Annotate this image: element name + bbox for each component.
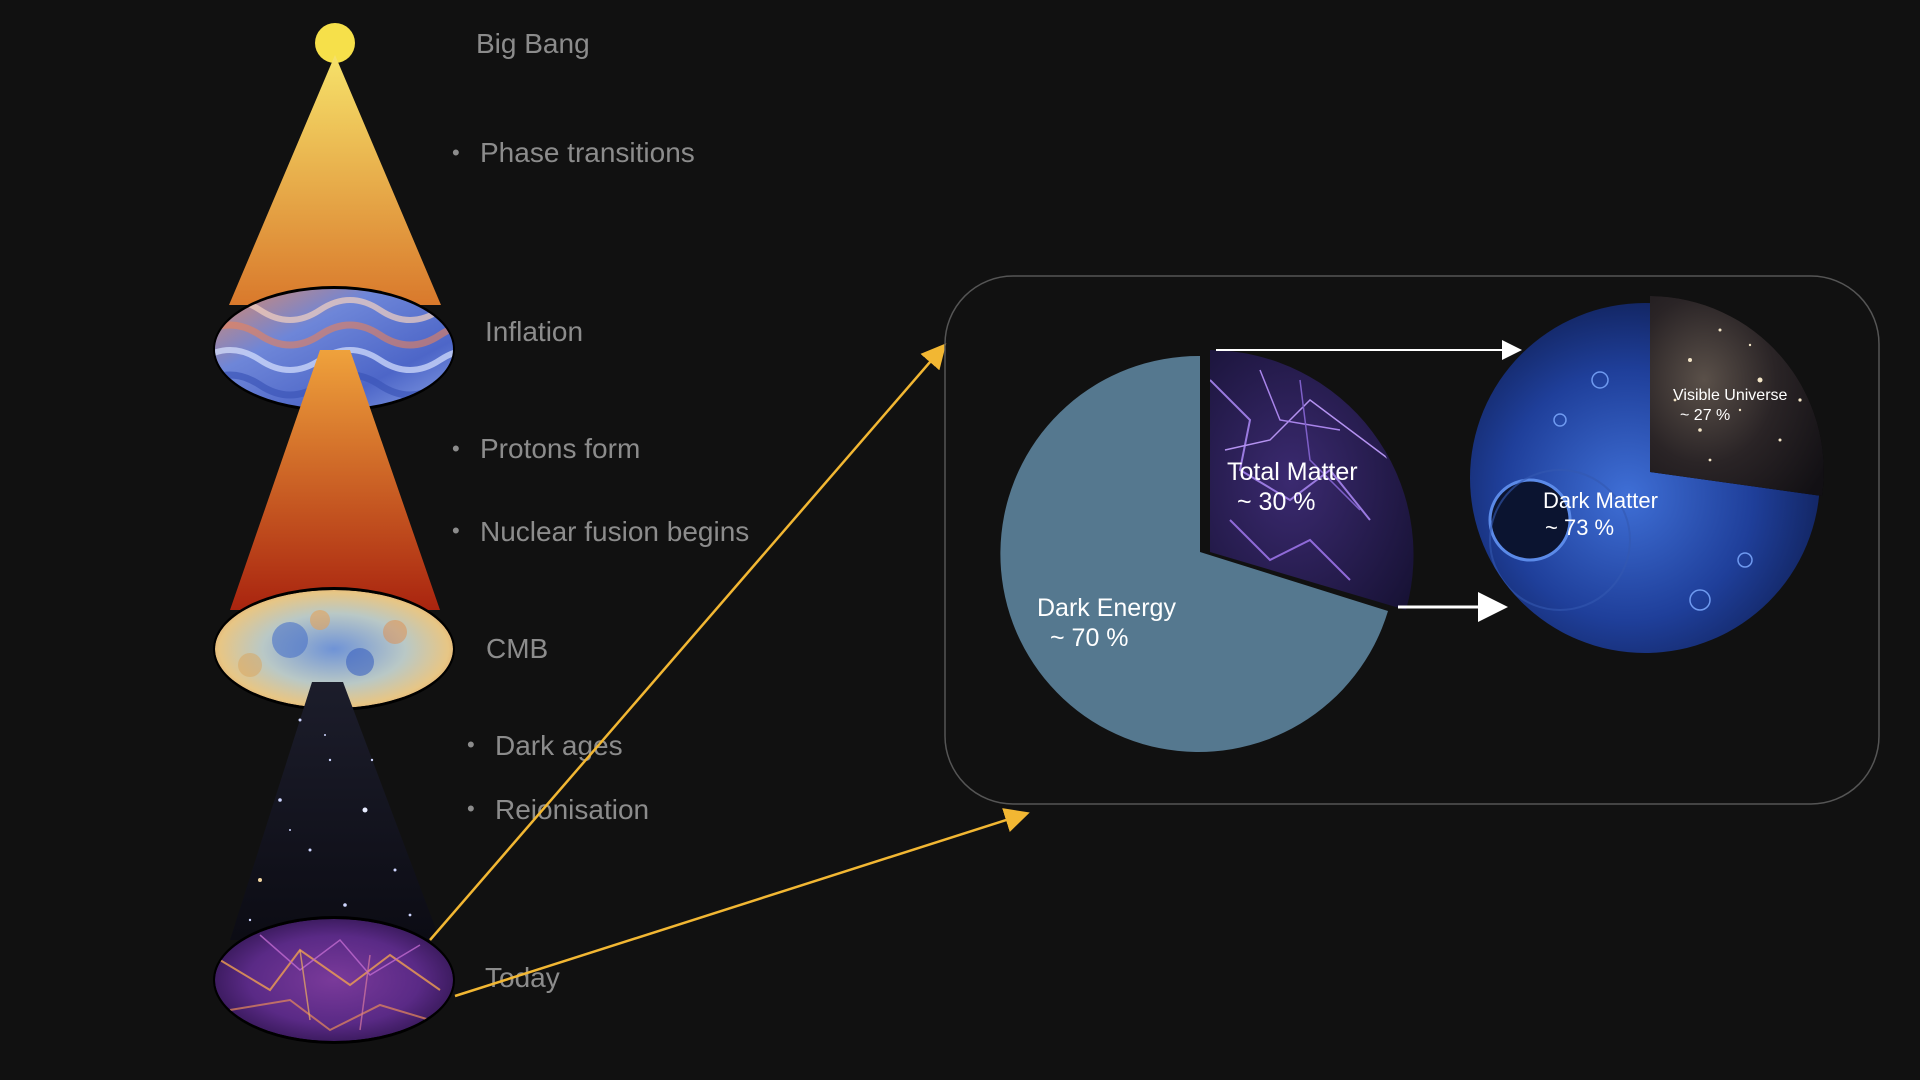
early-universe-cone [229,55,441,305]
today-disc [213,916,455,1044]
cmb-disc [213,587,455,711]
pie-slice-total-matter [1210,350,1414,610]
bullet-phase-transitions: • [452,140,460,165]
visible-universe-label: Visible Universe [1673,387,1788,404]
dark-energy-value: ~ 70 % [1050,624,1129,652]
bullet-dark-ages: • [467,732,475,757]
label-protons-form: Protons form [480,433,640,464]
dark-energy-label: Dark Energy [1037,594,1176,622]
visible-universe-value: ~ 27 % [1680,407,1730,424]
bullet-protons-form: • [452,436,460,461]
label-inflation: Inflation [485,316,583,347]
label-reionisation: Reionisation [495,794,649,825]
big-bang-dot [315,23,355,63]
dark-matter-pie [1470,296,1824,653]
dark-ages-stars [248,718,412,922]
dark-matter-value: ~ 73 % [1545,515,1614,540]
bullet-nuclear-fusion: • [452,518,460,543]
bullet-reionisation: • [467,796,475,821]
label-cmb: CMB [486,633,548,664]
dark-ages-cone [230,682,440,940]
label-nuclear-fusion: Nuclear fusion begins [480,516,749,547]
connector-arrow-lower [454,808,1030,998]
label-big-bang: Big Bang [476,28,590,59]
total-matter-value: ~ 30 % [1237,488,1316,516]
composition-panel [944,275,1880,805]
total-matter-label: Total Matter [1227,458,1358,486]
label-dark-ages: Dark ages [495,730,623,761]
dark-matter-label: Dark Matter [1543,488,1658,513]
matter-era-cone [230,350,440,610]
connector-arrow-upper [429,343,947,941]
label-phase-transitions: Phase transitions [480,137,695,168]
pie-slice-dark-energy [1000,355,1388,752]
